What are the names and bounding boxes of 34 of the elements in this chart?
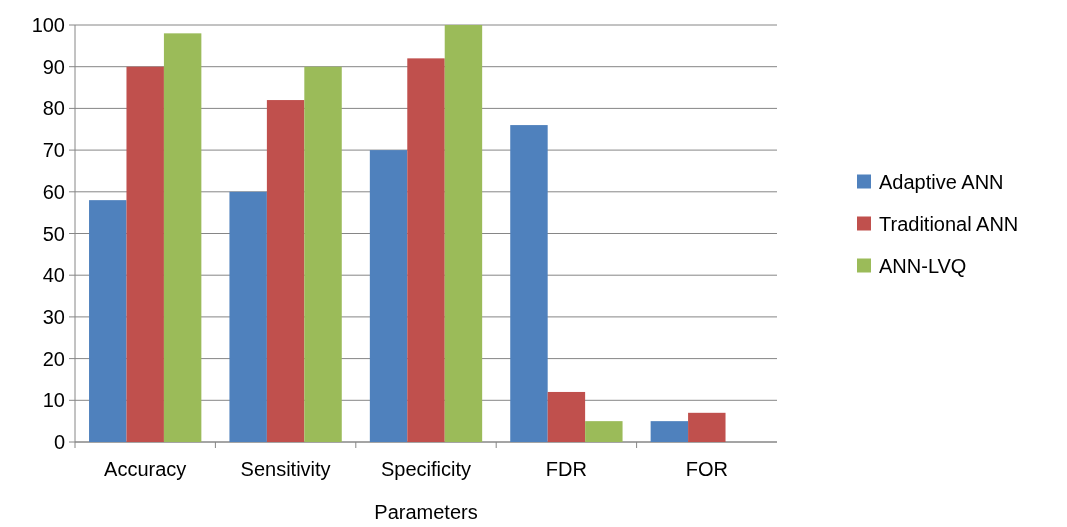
legend-label: Traditional ANN (879, 212, 1019, 235)
bar (126, 66, 164, 442)
bar (510, 125, 548, 442)
legend-label: Adaptive ANN (879, 170, 1004, 193)
bar (407, 58, 445, 442)
y-tick-label: 70 (42, 139, 65, 162)
y-tick-label: 80 (42, 97, 65, 120)
y-tick-label: 90 (42, 55, 65, 78)
legend-label: ANN-LVQ (879, 254, 967, 277)
bar (444, 25, 483, 442)
y-tick-label: 60 (42, 180, 65, 203)
bar (89, 200, 127, 442)
bar (266, 100, 305, 442)
y-tick-label: 20 (42, 347, 65, 370)
bar (650, 421, 689, 442)
bar (547, 391, 586, 442)
bar (304, 66, 342, 442)
bar (163, 33, 202, 442)
bar (688, 412, 726, 442)
y-tick-label: 50 (42, 222, 65, 245)
bar (369, 150, 408, 442)
bar (585, 421, 623, 442)
x-tick-label: FOR (685, 458, 728, 480)
x-axis-title: Parameters (374, 501, 478, 523)
x-tick-label: FDR (545, 458, 587, 480)
y-tick-label: 30 (42, 305, 65, 328)
x-tick-label: Specificity (380, 458, 472, 480)
y-tick-label: 0 (53, 431, 65, 453)
y-tick-label: 100 (31, 14, 65, 36)
x-tick-label: Accuracy (104, 458, 187, 480)
y-tick-label: 10 (42, 389, 65, 412)
x-tick-label: Sensitivity (240, 458, 331, 480)
bar (229, 191, 267, 442)
y-tick-label: 40 (42, 264, 65, 287)
